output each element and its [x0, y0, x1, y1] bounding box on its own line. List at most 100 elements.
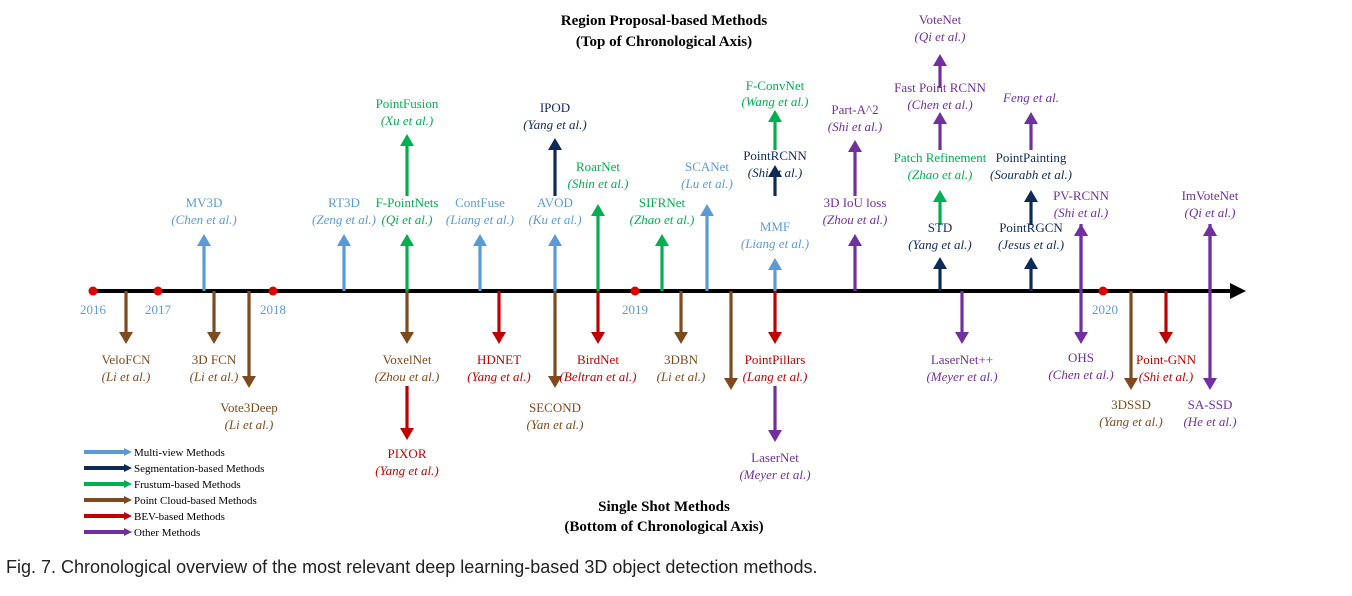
method-name-contfuse: ContFuse [455, 195, 505, 210]
legend-label: Multi-view Methods [134, 447, 225, 459]
method-authors-std: (Yang et al.) [908, 237, 971, 252]
year-marker-2019 [630, 286, 640, 296]
legend-label: Segmentation-based Methods [134, 463, 264, 475]
method-name-lasernet: LaserNet++ [931, 352, 993, 367]
method-authors-rt3d: (Zeng et al.) [312, 212, 376, 227]
method-name-imvotenet: ImVoteNet [1182, 188, 1239, 203]
year-marker-2017 [153, 286, 163, 296]
year-marker-2020 [1098, 286, 1108, 296]
method-name-sa-ssd: SA-SSD [1188, 397, 1233, 412]
arrow-3dssd [1124, 291, 1138, 390]
method-authors-pointrcnn: (Shi et al.) [748, 165, 803, 180]
method-name-pv-rcnn: PV-RCNN [1053, 188, 1109, 203]
method-labels: MV3D (Chen et al.) RT3D (Zeng et al.)F-Poin… [101, 12, 1238, 482]
arrow-lasernet [768, 386, 782, 442]
method-name-roarnet: RoarNet [576, 159, 620, 174]
method-authors-pointpillars: (Lang et al.) [743, 369, 808, 384]
method-name-mv3d: MV3D [186, 195, 223, 210]
method-name-pointrgcn: PointRGCN [999, 220, 1063, 235]
method-name-3dbn: 3DBN [664, 352, 699, 367]
arrow-birdnet [591, 291, 605, 344]
year-marker-2016 [88, 286, 98, 296]
year-label-2016: 2016 [80, 302, 107, 317]
method-authors-feng-et-al: Feng et al. [1002, 90, 1059, 105]
method-authors-vote3deep: (Li et al.) [225, 417, 274, 432]
arrow-pixor [400, 386, 414, 440]
arrow-ohs [1074, 224, 1088, 344]
arrow-pointpillars [768, 291, 782, 344]
method-authors-roarnet: (Shin et al.) [567, 176, 628, 191]
legend-item-point-cloud-based-methods: Point Cloud-based Methods [84, 495, 257, 507]
arrow-std [933, 257, 947, 291]
method-authors-voxelnet: (Zhou et al.) [375, 369, 440, 384]
method-authors-pointpainting: (Sourabh et al.) [990, 167, 1072, 182]
method-name-pointrcnn: PointRCNN [743, 148, 807, 163]
method-name-part-a-2: Part-A^2 [831, 102, 878, 117]
year-label-2020: 2020 [1092, 302, 1118, 317]
method-name-hdnet: HDNET [477, 352, 521, 367]
arrow-point-gnn [1159, 291, 1173, 344]
method-name-fast-point-rcnn: Fast Point RCNN [894, 80, 986, 95]
headings: Region Proposal-based Methods (Top of Ch… [561, 13, 768, 535]
method-name-ohs: OHS [1068, 350, 1094, 365]
year-label-2018: 2018 [260, 302, 286, 317]
method-authors-ipod: (Yang et al.) [523, 117, 586, 132]
arrow-votenet [933, 54, 947, 88]
arrow-pointrgcn [1024, 257, 1038, 291]
legend: Multi-view Methods Segmentation-based Met… [84, 447, 264, 539]
method-authors-point-gnn: (Shi et al.) [1139, 369, 1194, 384]
legend-label: Point Cloud-based Methods [134, 495, 257, 507]
arrow-second [548, 291, 562, 388]
method-name-std: STD [928, 220, 953, 235]
method-arrows [119, 54, 1217, 442]
method-authors-lasernet: (Meyer et al.) [926, 369, 997, 384]
method-authors-part-a-2: (Shi et al.) [828, 119, 883, 134]
arrow-3d-fcn [207, 291, 221, 344]
arrow-pointfusion [400, 134, 414, 196]
method-authors-avod: (Ku et al.) [528, 212, 581, 227]
method-name-ipod: IPOD [540, 100, 570, 115]
method-authors-ohs: (Chen et al.) [1048, 367, 1113, 382]
arrow-scanet [700, 204, 714, 291]
arrow-ipod [548, 138, 562, 196]
arrow-vote3deep [242, 291, 256, 388]
arrow-pointpainting [1024, 190, 1038, 225]
method-name-pointpainting: PointPainting [996, 150, 1067, 165]
legend-label: Frustum-based Methods [134, 479, 241, 491]
arrow-head-up-ohs [1074, 224, 1088, 236]
arrow-contfuse [473, 234, 487, 291]
method-authors-3dssd: (Yang et al.) [1099, 414, 1162, 429]
method-authors-scanet: (Lu et al.) [681, 176, 733, 191]
method-name-velofcn: VeloFCN [101, 352, 151, 367]
bottom-heading-line1: Single Shot Methods [598, 499, 730, 515]
method-authors-second: (Yan et al.) [527, 417, 584, 432]
method-authors-imvotenet: (Qi et al.) [1185, 205, 1236, 220]
method-authors-pv-rcnn: (Shi et al.) [1054, 205, 1109, 220]
method-authors-sifrnet: (Zhao et al.) [630, 212, 695, 227]
method-name-3d-fcn: 3D FCN [192, 352, 237, 367]
arrow-hdnet [492, 291, 506, 344]
bottom-heading-line2: (Bottom of Chronological Axis) [564, 519, 763, 535]
method-authors-3dbn: (Li et al.) [657, 369, 706, 384]
method-authors-contfuse: (Liang et al.) [446, 212, 514, 227]
method-name-lasernet: LaserNet [751, 450, 799, 465]
arrow-sifrnet [655, 234, 669, 291]
arrow-fast-point-rcnn [933, 112, 947, 150]
method-authors-votenet: (Qi et al.) [915, 29, 966, 44]
arrow-rt3d [337, 234, 351, 291]
method-authors-f-pointnets: (Qi et al.) [382, 212, 433, 227]
arrow-avod [548, 234, 562, 291]
method-authors-sa-ssd: (He et al.) [1183, 414, 1236, 429]
method-name-3d-iou-loss: 3D IoU loss [824, 195, 887, 210]
legend-item-bev-based-methods: BEV-based Methods [84, 511, 225, 523]
method-name-avod: AVOD [537, 195, 573, 210]
method-authors-fast-point-rcnn: (Chen et al.) [907, 97, 972, 112]
method-name-3dssd: 3DSSD [1111, 397, 1151, 412]
method-authors-3d-fcn: (Li et al.) [190, 369, 239, 384]
top-heading-line1: Region Proposal-based Methods [561, 13, 768, 29]
method-authors-3d-iou-loss: (Zhou et al.) [823, 212, 888, 227]
arrow-mv3d [197, 234, 211, 291]
arrow-mmf [768, 258, 782, 291]
arrow-feng-et-al [1024, 112, 1038, 150]
